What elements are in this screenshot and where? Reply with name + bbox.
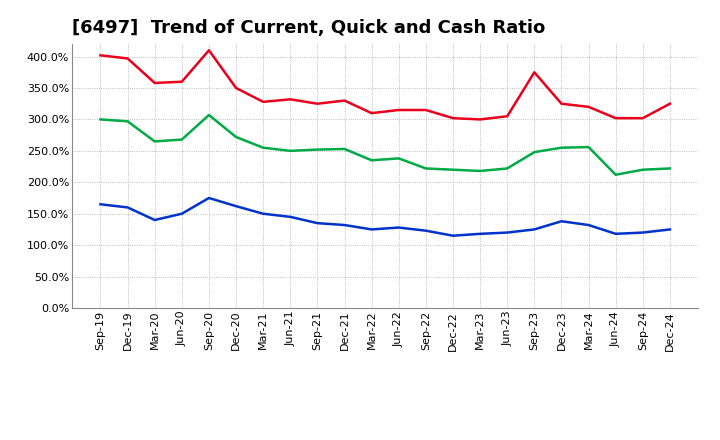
Current Ratio — [665, 101, 674, 106]
Current Ratio — [232, 85, 240, 91]
Quick Ratio — [341, 147, 349, 152]
Cash Ratio — [503, 230, 511, 235]
Cash Ratio — [313, 220, 322, 226]
Quick Ratio — [557, 145, 566, 150]
Quick Ratio — [204, 112, 213, 117]
Quick Ratio — [584, 144, 593, 150]
Current Ratio — [503, 114, 511, 119]
Cash Ratio — [96, 202, 105, 207]
Cash Ratio — [584, 222, 593, 227]
Current Ratio — [421, 107, 430, 113]
Cash Ratio — [395, 225, 403, 230]
Quick Ratio — [286, 148, 294, 154]
Quick Ratio — [313, 147, 322, 152]
Quick Ratio — [665, 166, 674, 171]
Cash Ratio — [639, 230, 647, 235]
Current Ratio — [259, 99, 268, 104]
Current Ratio — [611, 116, 620, 121]
Current Ratio — [557, 101, 566, 106]
Cash Ratio — [178, 211, 186, 216]
Quick Ratio — [421, 166, 430, 171]
Current Ratio — [150, 81, 159, 86]
Line: Cash Ratio: Cash Ratio — [101, 198, 670, 236]
Cash Ratio — [150, 217, 159, 223]
Quick Ratio — [503, 166, 511, 171]
Quick Ratio — [123, 119, 132, 124]
Cash Ratio — [259, 211, 268, 216]
Cash Ratio — [557, 219, 566, 224]
Cash Ratio — [665, 227, 674, 232]
Cash Ratio — [449, 233, 457, 238]
Cash Ratio — [204, 195, 213, 201]
Current Ratio — [449, 116, 457, 121]
Current Ratio — [476, 117, 485, 122]
Current Ratio — [204, 48, 213, 53]
Current Ratio — [123, 56, 132, 61]
Current Ratio — [341, 98, 349, 103]
Quick Ratio — [611, 172, 620, 177]
Current Ratio — [395, 107, 403, 113]
Quick Ratio — [96, 117, 105, 122]
Cash Ratio — [232, 204, 240, 209]
Quick Ratio — [449, 167, 457, 172]
Line: Quick Ratio: Quick Ratio — [101, 115, 670, 175]
Cash Ratio — [286, 214, 294, 220]
Current Ratio — [639, 116, 647, 121]
Current Ratio — [96, 53, 105, 58]
Cash Ratio — [341, 222, 349, 227]
Current Ratio — [313, 101, 322, 106]
Current Ratio — [584, 104, 593, 110]
Quick Ratio — [150, 139, 159, 144]
Current Ratio — [178, 79, 186, 84]
Quick Ratio — [367, 158, 376, 163]
Cash Ratio — [421, 228, 430, 233]
Cash Ratio — [611, 231, 620, 236]
Line: Current Ratio: Current Ratio — [101, 50, 670, 119]
Cash Ratio — [530, 227, 539, 232]
Quick Ratio — [178, 137, 186, 142]
Current Ratio — [530, 70, 539, 75]
Cash Ratio — [367, 227, 376, 232]
Quick Ratio — [476, 169, 485, 174]
Quick Ratio — [232, 134, 240, 139]
Current Ratio — [367, 110, 376, 116]
Quick Ratio — [395, 156, 403, 161]
Quick Ratio — [639, 167, 647, 172]
Current Ratio — [286, 97, 294, 102]
Quick Ratio — [259, 145, 268, 150]
Cash Ratio — [476, 231, 485, 236]
Quick Ratio — [530, 150, 539, 155]
Text: [6497]  Trend of Current, Quick and Cash Ratio: [6497] Trend of Current, Quick and Cash … — [72, 19, 545, 37]
Cash Ratio — [123, 205, 132, 210]
